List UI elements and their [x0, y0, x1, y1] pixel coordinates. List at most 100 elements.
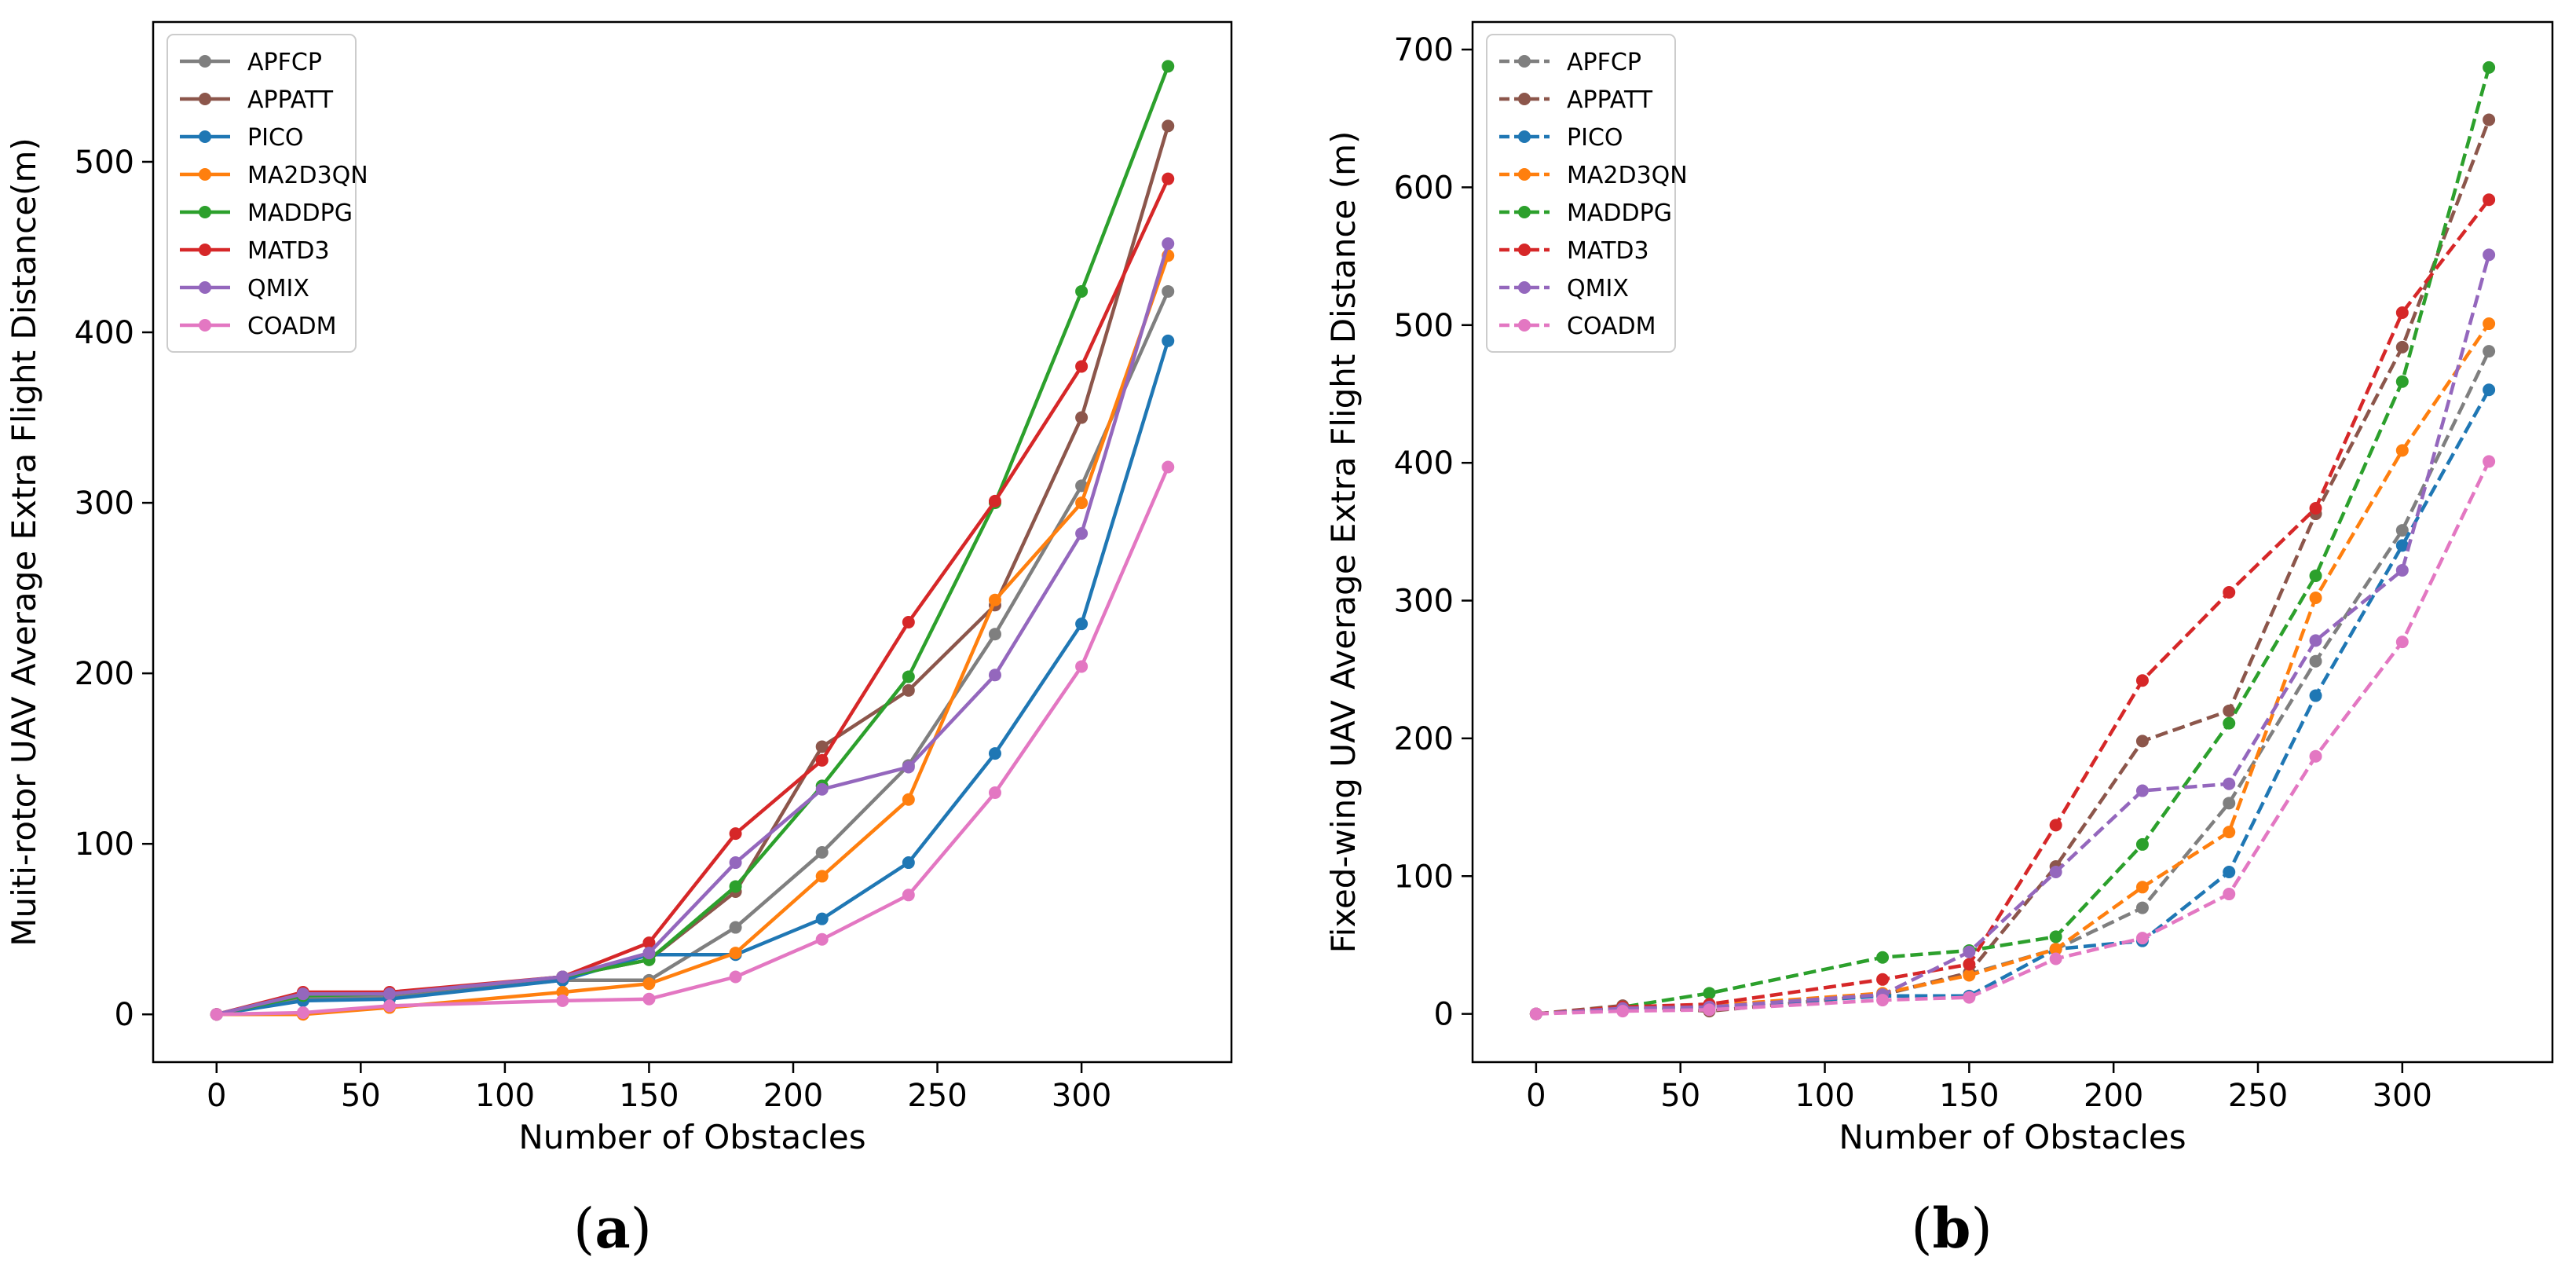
data-point-apfcp-270: [988, 628, 1001, 641]
data-point-coadm-60: [1703, 1003, 1716, 1017]
data-point-qmix-60: [383, 987, 397, 1001]
data-point-ma2d3qn-240: [902, 793, 915, 806]
series-pico: [210, 334, 1175, 1021]
series-line-qmix: [216, 243, 1170, 1017]
data-point-matd3-210: [815, 753, 829, 767]
x-tick-label-150: 150: [619, 1078, 679, 1114]
data-point-matd3-330: [2483, 193, 2496, 207]
data-point-pico-330: [1162, 334, 1175, 347]
data-point-matd3-270: [988, 494, 1001, 507]
legend-label-pico: PICO: [1567, 124, 1623, 152]
y-tick-label-100: 100: [1394, 859, 1454, 895]
data-point-matd3-240: [902, 616, 915, 629]
data-point-qmix-210: [2135, 784, 2149, 797]
data-point-coadm-330: [1162, 460, 1175, 474]
data-point-coadm-180: [2049, 952, 2062, 965]
legend-item-maddpg: MADDPG: [180, 200, 353, 227]
legend: APFCP APPATT PICO MA2D3QN MADDPG MATD3 QMIX COA…: [166, 34, 368, 353]
x-tick-label-200: 200: [763, 1078, 823, 1114]
x-tick-label-250: 250: [907, 1078, 967, 1114]
legend-label-matd3: MATD3: [1567, 237, 1649, 265]
legend-marker-qmix: [199, 281, 211, 294]
data-point-matd3-180: [2049, 819, 2062, 832]
data-point-apfcp-330: [2483, 345, 2496, 358]
data-point-ma2d3qn-270: [2309, 592, 2322, 605]
data-point-ma2d3qn-150: [1963, 969, 1976, 982]
series-ma2d3qn: [210, 249, 1175, 1021]
data-point-coadm-240: [2223, 888, 2236, 901]
legend-label-apfcp: APFCP: [1567, 49, 1641, 76]
legend-item-ma2d3qn: MA2D3QN: [180, 162, 368, 189]
y-tick-label-700: 700: [1394, 32, 1454, 68]
legend-item-apfcp: APFCP: [180, 49, 322, 76]
data-point-matd3-120: [1876, 973, 1890, 986]
legend-label-appatt: APPATT: [1567, 86, 1653, 114]
legend-marker-appatt: [199, 93, 211, 105]
y-tick-label-500: 500: [75, 145, 134, 181]
data-point-ma2d3qn-330: [2483, 317, 2496, 331]
series-line-coadm: [216, 466, 1170, 1017]
y-tick-label-0: 0: [115, 997, 134, 1033]
y-tick-label-400: 400: [1394, 445, 1454, 482]
data-point-pico-210: [815, 912, 829, 925]
legend-marker-coadm: [199, 319, 211, 332]
data-point-ma2d3qn-270: [988, 593, 1001, 606]
data-point-qmix-240: [902, 760, 915, 774]
y-tick-label-400: 400: [75, 315, 134, 351]
legend-marker-matd3: [199, 244, 211, 256]
series-line-appatt: [216, 125, 1170, 1017]
legend-item-qmix: QMIX: [180, 275, 309, 302]
series-line-ma2d3qn: [216, 255, 1170, 1017]
data-point-qmix-180: [729, 856, 742, 870]
legend-item-matd3: MATD3: [1499, 237, 1649, 265]
data-point-pico-240: [902, 856, 915, 870]
series-line-apfcp: [1535, 350, 2491, 1016]
series-line-ma2d3qn: [1535, 322, 2490, 1016]
series-line-maddpg: [1535, 67, 2491, 1016]
data-point-qmix-150: [1963, 945, 1976, 958]
series-line-appatt: [1535, 119, 2491, 1016]
data-point-ma2d3qn-180: [729, 947, 742, 960]
legend-item-coadm: COADM: [180, 313, 337, 340]
x-tick-label-100: 100: [475, 1078, 535, 1114]
data-point-appatt-330: [1162, 119, 1175, 133]
legend-label-maddpg: MADDPG: [247, 200, 353, 227]
data-point-maddpg-270: [2309, 569, 2322, 582]
series-line-pico: [1535, 389, 2491, 1016]
data-point-coadm-30: [1616, 1005, 1630, 1018]
legend-label-ma2d3qn: MA2D3QN: [1567, 162, 1688, 189]
legend-marker-ma2d3qn: [1518, 168, 1531, 181]
data-point-ma2d3qn-300: [2395, 444, 2409, 457]
data-point-ma2d3qn-300: [1075, 496, 1089, 510]
series-coadm: [210, 460, 1175, 1021]
data-point-coadm-0: [210, 1008, 223, 1021]
data-point-coadm-330: [2483, 455, 2496, 468]
data-point-apfcp-210: [2135, 901, 2149, 914]
data-point-matd3-300: [2395, 306, 2409, 320]
data-point-pico-300: [1075, 617, 1089, 631]
data-point-pico-270: [988, 747, 1001, 760]
data-point-matd3-150: [1963, 958, 1976, 971]
y-tick-label-300: 300: [75, 485, 134, 522]
data-point-maddpg-300: [2395, 375, 2409, 388]
data-point-appatt-210: [815, 740, 829, 753]
legend-marker-pico: [199, 130, 211, 143]
x-tick-label-300: 300: [2373, 1078, 2432, 1114]
data-point-ma2d3qn-210: [815, 870, 829, 883]
legend-marker-ma2d3qn: [199, 168, 211, 181]
data-point-apfcp-300: [2395, 524, 2409, 537]
data-point-maddpg-180: [2049, 930, 2062, 943]
data-point-qmix-210: [815, 782, 829, 796]
data-point-qmix-300: [1075, 527, 1089, 540]
data-point-coadm-30: [296, 1006, 309, 1020]
y-axis-label: Fixed-wing UAV Average Extra Flight Dist…: [1324, 131, 1363, 954]
legend: APFCP APPATT PICO MA2D3QN MADDPG MATD3 QMIX COA…: [1486, 34, 1688, 353]
series-line-matd3: [1535, 198, 2490, 1016]
panel-label-b: (b): [1911, 1196, 1992, 1261]
plot-frame: [1471, 20, 2554, 1064]
data-point-coadm-300: [2395, 636, 2409, 649]
y-tick-label-300: 300: [1394, 584, 1454, 620]
legend-label-apfcp: APFCP: [247, 49, 322, 76]
legend-box: [1486, 34, 1676, 353]
data-point-maddpg-60: [1703, 987, 1716, 1000]
